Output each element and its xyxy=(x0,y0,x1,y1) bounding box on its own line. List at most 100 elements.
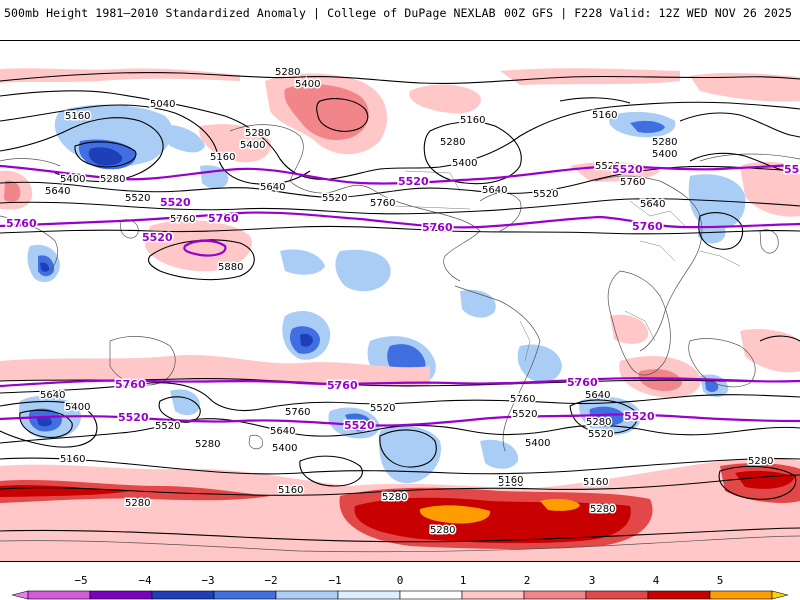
contour-label: 5160 xyxy=(592,110,617,121)
contour-label: 5280 xyxy=(100,174,125,185)
contour-label: 5280 xyxy=(586,417,611,428)
colorbar-cell xyxy=(585,590,649,600)
contour-label: 5520 xyxy=(322,193,347,204)
contour-label: 5520 xyxy=(370,403,395,414)
contour-label-highlight: 5520 xyxy=(784,163,800,176)
contour-label: 5280 xyxy=(748,456,773,467)
colorbar-tick-label: −2 xyxy=(264,574,278,587)
contour-label: 5040 xyxy=(150,99,175,110)
contour-label: 5400 xyxy=(652,149,677,160)
contour-label: 5160 xyxy=(60,454,85,465)
contour-label: 5280 xyxy=(245,128,270,139)
colorbar-cell xyxy=(399,590,463,600)
contour-label: 5400 xyxy=(240,140,265,151)
contour-label-highlight: 5760 xyxy=(422,221,453,234)
contour-label: 5640 xyxy=(45,186,70,197)
contour-label: 5160 xyxy=(460,115,485,126)
contour-label: 5280 xyxy=(275,67,300,78)
contour-label: 5160 xyxy=(583,477,608,488)
contour-label: 5520 xyxy=(533,189,558,200)
model-run-info: 00Z GFS | F228 Valid: 12Z WED NOV 26 202… xyxy=(504,6,792,20)
colorbar-tick-label: −1 xyxy=(328,574,342,587)
contour-label: 5280 xyxy=(195,439,220,450)
contour-label-highlight: 5760 xyxy=(567,376,598,389)
contour-label-highlight: 5760 xyxy=(115,378,146,391)
contour-label: 5160 xyxy=(498,478,523,489)
contour-label: 5640 xyxy=(640,199,665,210)
contour-label: 5520 xyxy=(595,161,620,172)
contour-label: 5280 xyxy=(590,504,615,515)
map-panel: 5280 5400 5040 5160 5280 5400 5160 5280 … xyxy=(0,40,800,562)
contour-label: 5760 xyxy=(170,214,195,225)
colorbar-end-left xyxy=(12,590,29,600)
contour-label-highlight: 5760 xyxy=(208,212,239,225)
contour-label: 5160 xyxy=(498,475,523,486)
contour-label: 5760 xyxy=(285,407,310,418)
contour-label: 5400 xyxy=(525,438,550,449)
contour-label-highlight: 5520 xyxy=(118,411,149,424)
contour-label: 5160 xyxy=(65,111,90,122)
contour-label: 5520 xyxy=(155,421,180,432)
anomaly-map: 5280 5400 5040 5160 5280 5400 5160 5280 … xyxy=(0,41,800,561)
contour-label: 5280 xyxy=(430,525,455,536)
colorbar-tick-label: 4 xyxy=(652,574,660,587)
contour-label: 5160 xyxy=(278,485,303,496)
contour-label: 5640 xyxy=(260,182,285,193)
contour-label-highlight: 5520 xyxy=(612,163,643,176)
contour-label: 5640 xyxy=(40,390,65,401)
colorbar xyxy=(12,590,788,600)
coastlines xyxy=(0,124,800,553)
contour-label: 5400 xyxy=(452,158,477,169)
contour-label-highlight: 5520 xyxy=(344,419,375,432)
contour-label: 5280 xyxy=(125,498,150,509)
contour-label-highlight: 5760 xyxy=(327,379,358,392)
contour-label-highlight: 5520 xyxy=(160,196,191,209)
colorbar-cell xyxy=(461,590,525,600)
colorbar-cell xyxy=(337,590,401,600)
anomaly-shading xyxy=(0,68,800,561)
colorbar-end-right xyxy=(771,590,788,600)
colorbar-cell xyxy=(27,590,91,600)
contour-label-highlight: 5520 xyxy=(624,410,655,423)
colorbar-tick-label: 3 xyxy=(588,574,596,587)
colorbar-tick-label: −5 xyxy=(74,574,88,587)
map-title: 500mb Height 1981–2010 Standardized Anom… xyxy=(4,6,496,20)
colorbar-tick-label: −4 xyxy=(138,574,152,587)
contour-label: 5400 xyxy=(272,443,297,454)
contour-label: 5280 xyxy=(440,137,465,148)
colorbar-cell xyxy=(647,590,711,600)
contour-label: 5760 xyxy=(370,198,395,209)
contour-label: 5760 xyxy=(510,394,535,405)
contour-label: 5400 xyxy=(60,174,85,185)
contour-label: 5280 xyxy=(382,492,407,503)
colorbar-cell xyxy=(523,590,587,600)
colorbar-tick-label: 5 xyxy=(716,574,724,587)
contour-label-highlight: 5760 xyxy=(632,220,663,233)
colorbar-tick-label: 1 xyxy=(459,574,467,587)
contour-label-highlight: 5520 xyxy=(398,175,429,188)
contour-label: 5400 xyxy=(65,402,90,413)
colorbar-cell xyxy=(151,590,215,600)
colorbar-tick-label: 2 xyxy=(523,574,531,587)
contour-labels: 5280 5400 5040 5160 5280 5400 5160 5280 … xyxy=(5,66,800,538)
contour-label: 5520 xyxy=(125,193,150,204)
colorbar-cell xyxy=(89,590,153,600)
contour-label: 5640 xyxy=(482,185,507,196)
colorbar-tick-label: 0 xyxy=(396,574,404,587)
highlight-contours xyxy=(0,163,800,427)
contour-label: 5760 xyxy=(620,177,645,188)
colorbar-cell xyxy=(709,590,773,600)
contour-label-highlight: 5760 xyxy=(6,217,37,230)
contour-label: 5640 xyxy=(270,426,295,437)
contour-label: 5400 xyxy=(295,79,320,90)
colorbar-cell xyxy=(213,590,277,600)
contour-label: 5520 xyxy=(588,429,613,440)
contour-label: 5880 xyxy=(218,262,243,273)
colorbar-tick-label: −3 xyxy=(201,574,215,587)
contour-label-highlight: 5520 xyxy=(142,231,173,244)
contour-label: 5640 xyxy=(585,390,610,401)
contour-label: 5160 xyxy=(210,152,235,163)
contour-label: 5520 xyxy=(512,409,537,420)
borders xyxy=(394,170,741,362)
colorbar-cell xyxy=(275,590,339,600)
